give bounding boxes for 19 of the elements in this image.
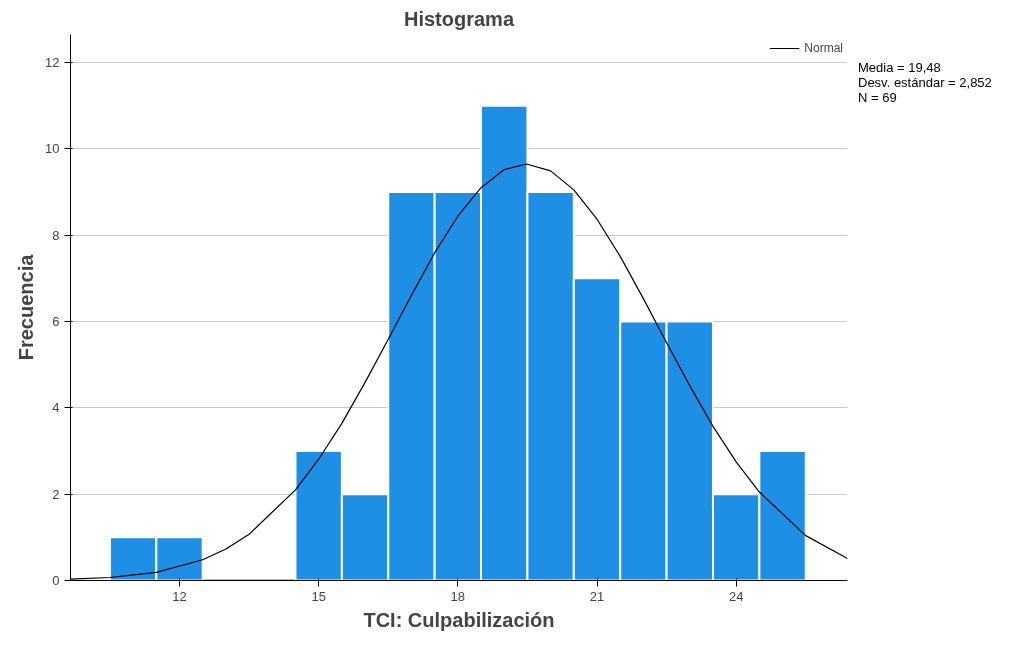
chart-title: Histograma <box>403 7 515 30</box>
x-axis-title: TCI: Culpabilización <box>363 608 555 631</box>
text: Desv. estándar = 2,852 <box>858 75 992 90</box>
y-tick-label: 12 <box>45 55 60 71</box>
y-axis-title: Frecuencia <box>15 253 38 361</box>
y-tick-label: 8 <box>52 227 60 243</box>
y-tick-label: 2 <box>52 486 60 502</box>
x-tick-label: 21 <box>589 588 605 604</box>
y-tick-label: 0 <box>52 573 60 588</box>
x-tick-label: 15 <box>311 588 326 604</box>
x-tick-label: 18 <box>450 588 466 604</box>
legend-label: Normal <box>804 41 843 55</box>
y-tick-label: 10 <box>45 141 60 157</box>
x-tick-label: 24 <box>728 588 744 604</box>
text: Media = 19,48 <box>858 60 941 75</box>
y-tick-label: 6 <box>52 314 60 330</box>
text: N = 69 <box>858 90 897 105</box>
x-tick-label: 12 <box>172 588 187 604</box>
y-tick-label: 4 <box>52 400 60 416</box>
